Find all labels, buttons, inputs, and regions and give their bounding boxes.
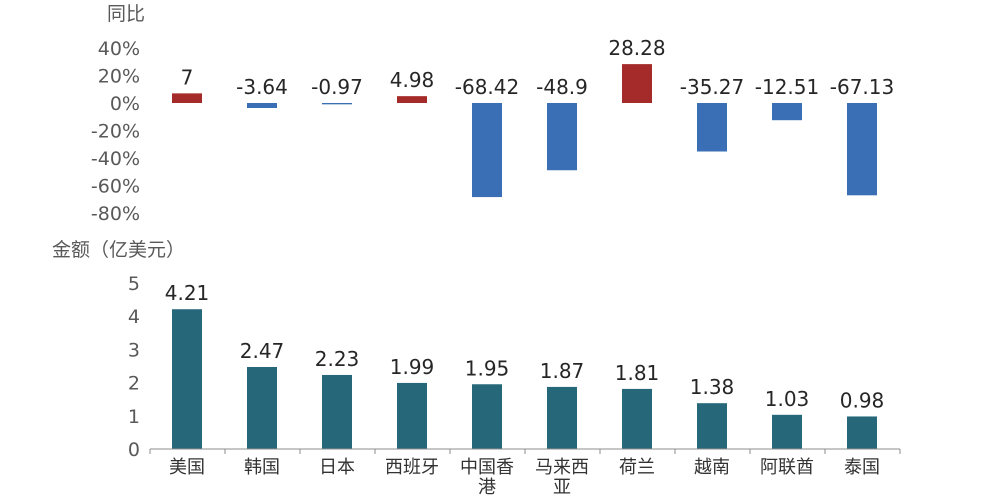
amount-y-tick-label: 2 [128,373,140,395]
yoy-bar-2 [247,103,277,109]
yoy-value-label: -48.9 [536,75,588,99]
yoy-value-label: -68.42 [455,75,519,99]
amount-bar-5 [472,384,502,449]
amount-bar-3 [322,374,352,449]
amount-y-tick-label: 1 [128,406,140,428]
yoy-y-tick-label: -20% [91,121,140,143]
category-label: 日本 [319,457,355,478]
amount-value-label: 1.95 [465,356,510,380]
yoy-y-tick-label: 20% [98,66,140,88]
amount-value-label: 1.81 [615,361,660,385]
amount-value-label: 4.21 [165,281,210,305]
category-label: 荷兰 [619,457,655,478]
yoy-y-tick-label: -40% [91,148,140,170]
amount-bar-2 [247,366,277,449]
category-label: 马来西 [535,457,589,478]
yoy-value-label: -0.97 [311,75,363,99]
amount-bar-10 [847,416,877,449]
yoy-value-label: 7 [181,65,194,89]
category-label: 港 [478,477,496,498]
category-label: 美国 [169,457,205,478]
yoy-bar-8 [697,103,727,152]
category-label: 韩国 [244,457,280,478]
amount-panel: 金额（亿美元） 5 4 3 2 1 0 4.21 2.47 2.23 1.99 1.95 1.87 1… [52,239,901,498]
yoy-bar-1 [172,93,202,103]
yoy-bar-9 [772,103,802,121]
yoy-value-label: 28.28 [608,36,665,60]
amount-y-tick-label: 0 [128,439,140,461]
yoy-y-tick-label: -60% [91,176,140,198]
category-label: 亚 [553,477,571,498]
yoy-bar-10 [847,103,877,196]
amount-bar-8 [697,403,727,449]
yoy-panel: 同比 40% 20% 0% -20% -40% -60% -80% 7 -3.64 -0.97 4… [91,3,894,225]
amount-value-label: 0.98 [840,388,885,412]
amount-value-label: 1.87 [540,359,585,383]
amount-value-label: 1.99 [390,355,435,379]
yoy-axis-title: 同比 [107,3,145,25]
yoy-value-label: -67.13 [830,75,894,99]
amount-bar-7 [622,388,652,449]
yoy-y-tick-label: 0% [110,93,140,115]
amount-bar-1 [172,309,202,449]
yoy-bar-7 [622,64,652,103]
amount-y-tick-label: 5 [128,273,140,295]
yoy-y-tick-label: 40% [98,38,140,60]
category-label: 越南 [694,457,730,478]
amount-value-label: 2.47 [240,339,285,363]
yoy-bar-4 [397,96,427,103]
yoy-value-label: 4.98 [390,68,435,92]
amount-axis-title: 金额（亿美元） [52,239,185,261]
amount-value-label: 1.38 [690,375,735,399]
category-label: 中国香 [460,457,514,478]
yoy-y-tick-label: -80% [91,203,140,225]
amount-bar-4 [397,382,427,449]
amount-bar-6 [547,386,577,449]
yoy-bar-5 [472,103,502,198]
yoy-value-label: -12.51 [755,75,819,99]
amount-value-label: 2.23 [315,347,360,371]
yoy-value-label: -35.27 [680,75,744,99]
category-label: 阿联酋 [760,457,814,478]
amount-y-tick-label: 4 [128,306,140,328]
amount-bar-9 [772,414,802,449]
yoy-bar-3 [322,103,352,105]
yoy-bar-6 [547,103,577,171]
category-label: 西班牙 [385,457,439,478]
yoy-value-label: -3.64 [236,75,288,99]
amount-value-label: 1.03 [765,387,810,411]
category-label: 泰国 [844,457,880,478]
amount-y-tick-label: 3 [128,339,140,361]
